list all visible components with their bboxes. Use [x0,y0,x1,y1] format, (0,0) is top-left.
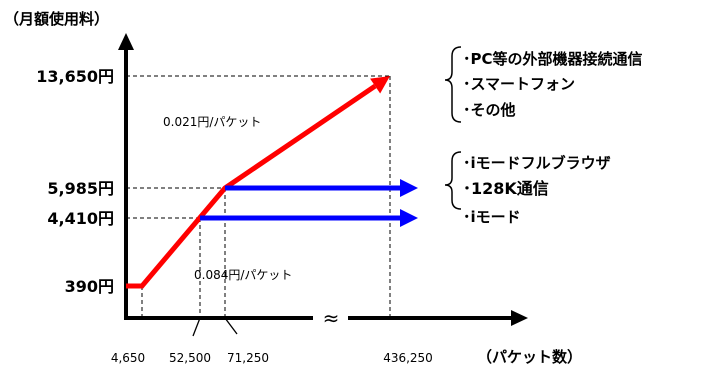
x-tick-label-52500: 52,500 [169,351,211,365]
guide-lines [126,75,391,337]
x-tick-mark-71250 [224,317,238,335]
group-item-fullbrowser: ･iモードフルブラウザ [463,154,611,172]
annotation-upper-rate: 0.021円/パケット [163,115,261,129]
y-axis-arrowhead [118,33,134,50]
x-tick-mark-52500 [192,317,201,337]
series-arrowhead-0 [370,76,390,94]
y-tick-label-5985: 5,985円 [47,179,114,198]
series-layer [126,76,418,289]
group-item-imode: ･iモード [463,208,521,226]
group-item-128k: ･128K通信 [463,179,549,198]
series-arrowhead-2 [400,209,418,227]
series-line-0 [126,84,377,289]
group-bracket-top [444,46,462,123]
y-tick-label-13650: 13,650円 [36,67,114,86]
series-arrowhead-1 [400,179,418,197]
group-item-smartphone: ･スマートフォン [463,75,575,93]
y-tick-label-4410: 4,410円 [47,209,114,228]
x-tick-label-436250: 436,250 [383,351,433,365]
axes: ≈ [118,33,528,330]
group-bracket-middle [444,151,462,210]
x-axis-label: （パケット数） [477,348,582,366]
x-tick-label-71250: 71,250 [227,351,269,365]
y-tick-labels: 390円 4,410円 5,985円 13,650円 [36,67,114,296]
annotation-lower-rate: 0.084円/パケット [194,268,292,282]
group-item-other: ･その他 [463,101,516,119]
x-axis-arrowhead [511,310,528,326]
group-labels: ･PC等の外部機器接続通信 ･スマートフォン ･その他 ･iモードフルブラウザ … [444,46,643,226]
group-item-pc: ･PC等の外部機器接続通信 [463,50,643,68]
y-axis-label: （月額使用料） [4,10,109,28]
y-tick-label-390: 390円 [65,277,114,296]
x-tick-label-4650: 4,650 [111,351,145,365]
x-tick-labels: 4,650 52,500 71,250 436,250 [111,351,433,365]
axis-break-icon: ≈ [323,306,340,330]
